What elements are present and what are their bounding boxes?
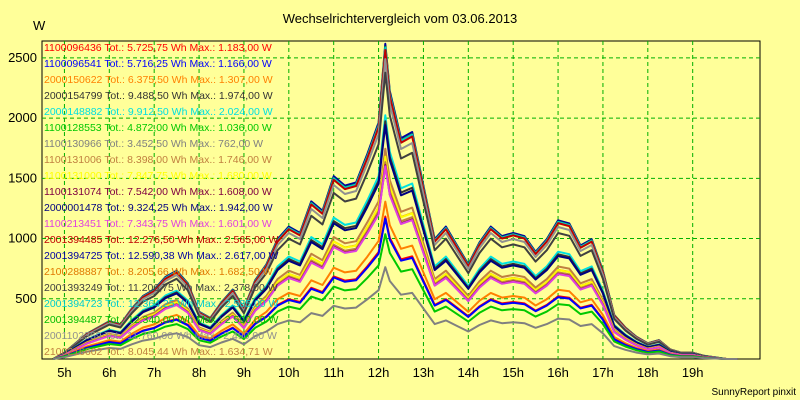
y-tick-label: 1000 [8,231,37,246]
legend: 1100096436 Tot.: 5.725,75 Wh Max.: 1.183… [44,42,279,358]
series-line-1100128553 [52,233,738,360]
x-tick-label: 14h [457,365,479,380]
x-tick-label: 19h [682,365,704,380]
legend-entry: 1100131074 Tot.: 7.542,00 Wh Max.: 1.608… [44,186,272,198]
legend-entry: 2100288887 Tot.: 8.205,66 Wh Max.: 1.682… [44,266,273,278]
legend-entry: 1100213451 Tot.: 7.343,75 Wh Max.: 1.601… [44,218,272,230]
legend-entry: 2000001478 Tot.: 9.324,25 Wh Max.: 1.942… [44,202,273,214]
legend-entry: 2000154799 Tot.: 9.488,50 Wh Max.: 1.974… [44,90,273,102]
series-line-2000001478 [52,124,738,360]
x-tick-label: 15h [502,365,524,380]
x-axis-ticks: 5h 6h 7h 8h 9h 10h 11h 12h 13h 14h 15h 16h 17h 18h 19h [57,365,703,380]
legend-entry: 1100128553 Tot.: 4.872,00 Wh Max.: 1.036… [44,122,272,134]
legend-entry: 2001393249 Tot.: 11.206,75 Wh Max.: 2.37… [44,282,278,294]
legend-entry: 1100096541 Tot.: 5.716,25 Wh Max.: 1.166… [44,58,272,70]
x-tick-label: 17h [592,365,614,380]
legend-entry: 2001394725 Tot.: 12.590,38 Wh Max.: 2.61… [44,250,279,262]
x-tick-label: 9h [237,365,251,380]
legend-entry: 1100131000 Tot.: 7.847,75 Wh Max.: 1.680… [44,170,272,182]
y-tick-label: 2000 [8,110,37,125]
series-line-1100096541 [52,217,738,360]
y-tick-label: 1500 [8,170,37,185]
x-tick-label: 16h [547,365,569,380]
x-tick-label: 7h [147,365,161,380]
series-line-1100130966 [53,266,738,360]
x-tick-label: 10h [278,365,300,380]
x-tick-label: 18h [637,365,659,380]
x-tick-label: 8h [192,365,206,380]
plot-background [41,40,761,360]
y-axis-label: W [33,18,46,33]
series-line-2000150622 [52,200,738,360]
x-tick-label: 13h [413,365,435,380]
legend-entry: 2100216602 Tot.: 8.045,44 Wh Max.: 1.634… [44,346,273,358]
credit-text: SunnyReport pinxit [712,387,797,398]
series-line-2001393249 [52,71,738,360]
legend-entry: 2001394485 Tot.: 12.276,50 Wh Max.: 2.56… [44,234,279,246]
legend-entry: 1100131006 Tot.: 8.398,00 Wh Max.: 1.746… [44,154,272,166]
series-line-2001102359 [52,58,738,360]
legend-entry: 2000148882 Tot.: 9.912,50 Wh Max.: 2.024… [44,106,273,118]
x-tick-label: 11h [323,365,344,380]
x-tick-label: 6h [102,365,116,380]
legend-entry: 2001102359 Tot.: 11.760,00 Wh Max.: 2.49… [44,330,277,342]
y-tick-label: 2500 [8,50,37,65]
chart-title: Wechselrichtervergleich vom 03.06.2013 [283,11,518,26]
legend-entry: 1100096436 Tot.: 5.725,75 Wh Max.: 1.183… [44,42,272,54]
x-tick-label: 5h [57,365,71,380]
series-lines [52,42,738,360]
grid [42,41,760,359]
x-tick-label: 12h [368,365,390,380]
legend-entry: 2001394723 Tot.: 12.364,25 Wh Max.: 2.58… [44,298,279,310]
legend-entry: 1100130966 Tot.: 3.452,50 Wh Max.: 762,0… [44,138,263,150]
y-tick-label: 500 [15,291,37,306]
series-line-1100213451 [52,165,738,360]
legend-entry: 2000150622 Tot.: 6.375,50 Wh Max.: 1.307… [44,74,273,86]
y-axis-ticks: 500 1000 1500 2000 2500 [8,50,37,306]
legend-entry: 2001394487 Tot.: 12.340,00 Wh Max.: 2.59… [44,314,279,326]
